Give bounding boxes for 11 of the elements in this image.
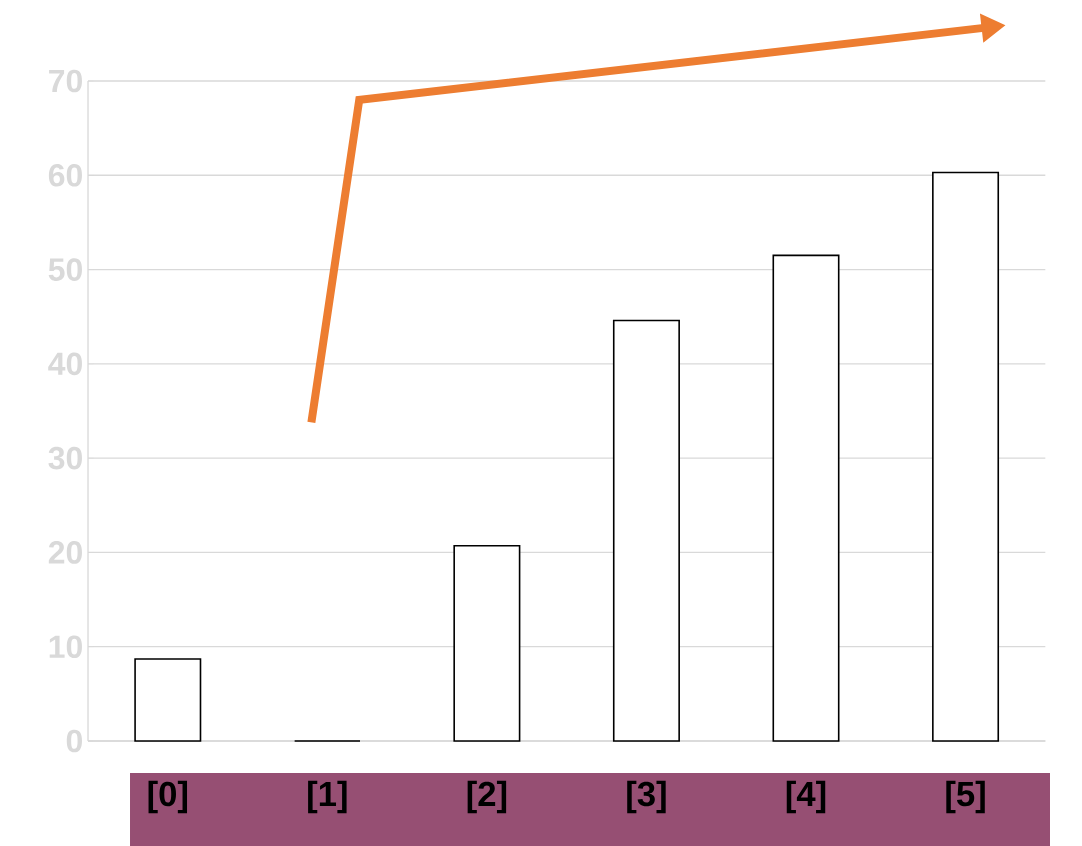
x-tick-label: [0] bbox=[148, 780, 188, 814]
x-tick-label: [2] bbox=[467, 780, 507, 814]
bar bbox=[772, 254, 840, 742]
x-tick-label: [1] bbox=[308, 780, 347, 814]
x-tick-label: [4] bbox=[786, 780, 826, 814]
x-tick-label: [3] bbox=[627, 780, 666, 814]
bar bbox=[932, 171, 1000, 742]
bar bbox=[612, 319, 680, 742]
bar bbox=[453, 545, 521, 742]
bar bbox=[134, 658, 202, 742]
x-tick-label: [5] bbox=[946, 780, 985, 814]
